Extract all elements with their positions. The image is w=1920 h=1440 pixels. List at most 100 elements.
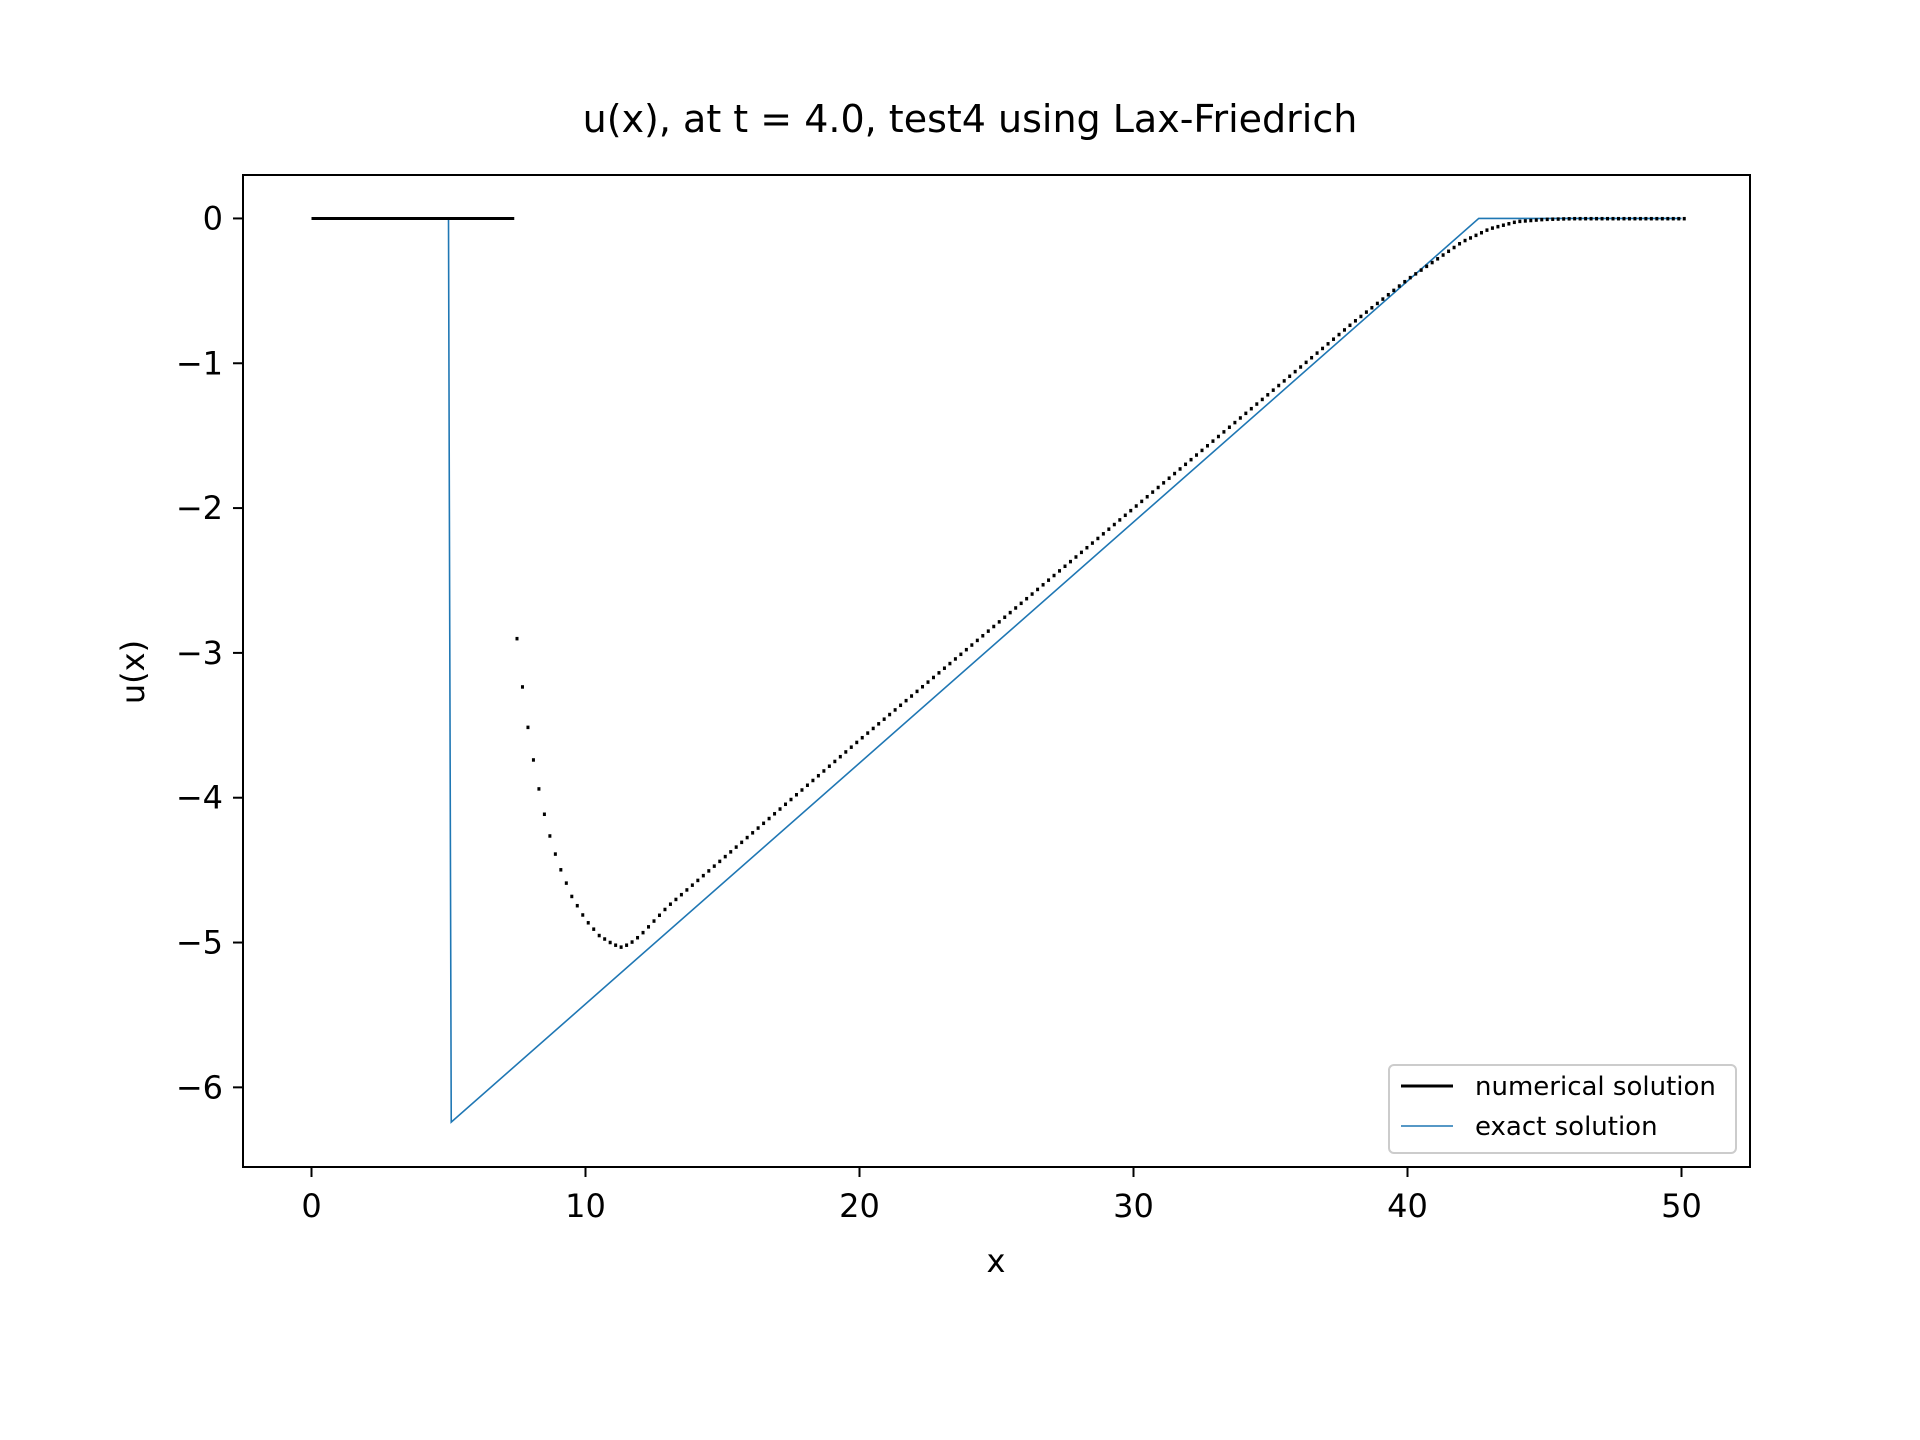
numerical-point — [1463, 238, 1467, 243]
numerical-point — [784, 802, 788, 807]
numerical-point — [997, 620, 1001, 624]
numerical-point — [1666, 216, 1670, 221]
numerical-point — [1107, 527, 1111, 531]
numerical-point — [1353, 319, 1357, 323]
numerical-point — [1101, 532, 1105, 536]
legend: numerical solution exact solution — [1388, 1064, 1737, 1154]
numerical-point — [1085, 545, 1089, 550]
numerical-point — [1129, 508, 1133, 513]
numerical-point — [1458, 241, 1462, 246]
numerical-point — [718, 859, 722, 864]
numerical-point — [531, 758, 535, 762]
numerical-point — [537, 787, 541, 791]
numerical-point — [1173, 471, 1177, 476]
numerical-point — [893, 708, 897, 712]
numerical-point — [1595, 216, 1599, 221]
numerical-point — [1419, 268, 1423, 272]
legend-exact-label: exact solution — [1475, 1112, 1658, 1142]
numerical-point — [1255, 402, 1259, 406]
numerical-point — [1364, 310, 1368, 314]
y-tick-label: −3 — [176, 634, 223, 672]
numerical-point — [1496, 224, 1500, 229]
numerical-point — [1112, 522, 1116, 527]
x-tick-label: 30 — [1113, 1187, 1154, 1225]
y-tick-label: −5 — [176, 924, 223, 962]
numerical-point — [1063, 564, 1067, 569]
numerical-point — [1019, 601, 1023, 606]
numerical-point — [1430, 260, 1434, 265]
numerical-point — [647, 925, 651, 929]
numerical-point — [1386, 292, 1390, 297]
numerical-point — [1058, 569, 1062, 573]
numerical-point — [1216, 434, 1220, 439]
numerical-point — [882, 717, 886, 721]
numerical-point — [1638, 216, 1642, 221]
numerical-point — [1501, 223, 1505, 227]
numerical-point — [921, 684, 925, 689]
numerical-point — [1244, 411, 1248, 416]
numerical-point — [1025, 596, 1029, 601]
numerical-point — [619, 945, 623, 949]
y-axis-label: u(x) — [114, 640, 152, 704]
numerical-point — [1326, 342, 1330, 346]
numerical-point — [1392, 288, 1396, 293]
y-axis-ticks: 0 −1 −2 −3 −4 −5 −6 — [176, 199, 243, 1106]
numerical-point — [1189, 457, 1193, 462]
numerical-point — [1041, 583, 1045, 587]
numerical-point — [1145, 494, 1149, 499]
numerical-point — [548, 834, 552, 838]
x-tick-label: 40 — [1387, 1187, 1428, 1225]
numerical-point — [959, 652, 963, 657]
numerical-point — [942, 666, 946, 670]
numerical-point — [1611, 216, 1615, 221]
numerical-point — [663, 907, 667, 912]
numerical-point — [1079, 550, 1083, 555]
numerical-point — [701, 873, 705, 878]
numerical-point — [1578, 216, 1582, 221]
numerical-point — [729, 850, 733, 854]
numerical-point — [805, 783, 809, 787]
numerical-point — [734, 845, 738, 849]
numerical-point — [975, 638, 979, 643]
numerical-point — [1540, 217, 1544, 222]
numerical-point — [745, 835, 749, 840]
numerical-point — [833, 759, 837, 764]
numerical-point — [931, 675, 935, 680]
numerical-point — [723, 854, 727, 859]
numerical-point — [1408, 275, 1412, 280]
numerical-point — [520, 685, 524, 689]
numerical-point — [690, 883, 694, 887]
numerical-point — [1162, 481, 1166, 485]
numerical-point — [564, 881, 568, 885]
numerical-point — [1337, 332, 1341, 337]
numerical-point — [986, 629, 990, 633]
numerical-point — [1573, 216, 1577, 221]
numerical-point — [608, 940, 612, 945]
axes-frame — [242, 174, 1751, 1168]
numerical-point — [1036, 587, 1040, 592]
legend-box — [1388, 1064, 1737, 1154]
numerical-point — [910, 694, 914, 698]
numerical-point — [1479, 230, 1483, 235]
legend-numerical-label: numerical solution — [1475, 1072, 1716, 1102]
numerical-point — [1299, 365, 1303, 369]
numerical-point — [1074, 555, 1078, 559]
x-tick-label: 10 — [565, 1187, 606, 1225]
numerical-point — [652, 919, 656, 923]
numerical-point — [811, 778, 815, 783]
numerical-point — [1469, 236, 1473, 240]
numerical-point — [1315, 351, 1319, 355]
numerical-point — [1518, 219, 1522, 224]
y-tick-label: −4 — [176, 779, 223, 817]
numerical-point — [1567, 217, 1571, 221]
numerical-point — [915, 689, 919, 694]
numerical-point — [1403, 279, 1407, 284]
y-tick-label: −6 — [176, 1068, 223, 1106]
numerical-point — [1671, 216, 1675, 221]
numerical-point — [1118, 518, 1122, 522]
numerical-point — [1447, 249, 1451, 254]
numerical-point — [1436, 257, 1440, 261]
numerical-point — [1233, 420, 1237, 425]
numerical-point — [575, 903, 579, 908]
